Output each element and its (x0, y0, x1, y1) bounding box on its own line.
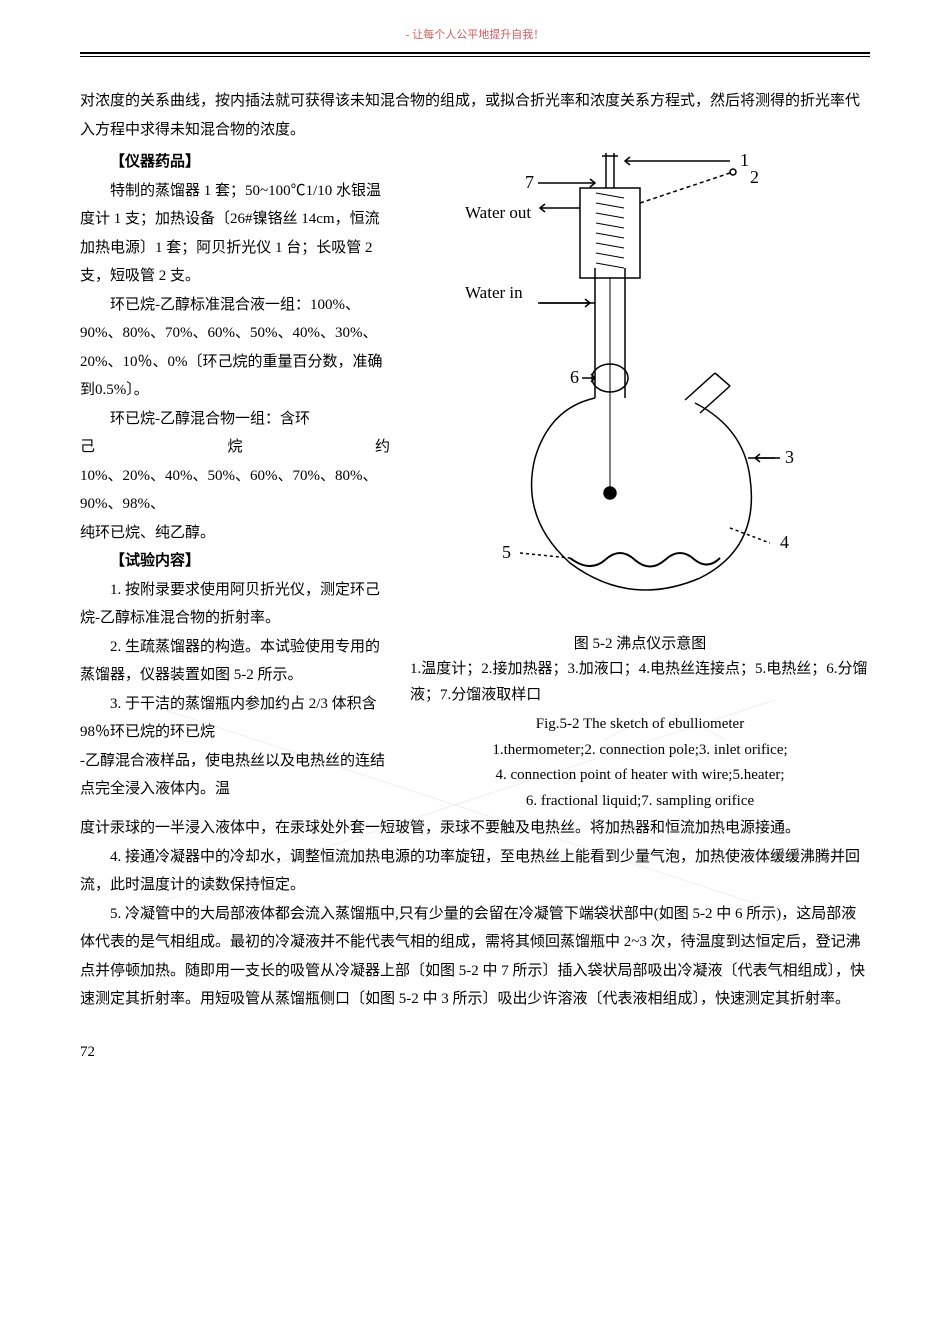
content-p1: 1. 按附录要求使用阿贝折光仪，测定环己烷-乙醇标准混合物的折射率。 (80, 576, 390, 633)
content-p4: 4. 接通冷凝器中的冷却水，调整恒流加热电源的功率旋钮，至电热丝上能看到少量气泡… (80, 843, 870, 900)
header-rule-2 (80, 56, 870, 57)
content-p5: 5. 冷凝管中的大局部液体都会流入蒸馏瓶中,只有少量的会留在冷凝管下端袋状部中(… (80, 900, 870, 1014)
ebulliometer-diagram: 1 2 7 Water out Water in (430, 148, 850, 618)
content-title: 【试验内容】 (80, 547, 390, 576)
page-number: 72 (80, 1044, 870, 1061)
figure-container: 1 2 7 Water out Water in (410, 148, 870, 814)
left-column: 【仪器药品】 特制的蒸馏器 1 套；50~100℃1/10 水银温度计 1 支；… (80, 148, 390, 814)
apparatus-p3-line: 己 烷 约 (80, 433, 390, 462)
header: - 让每个人公平地提升自我！ (80, 32, 870, 57)
header-tagline: - 让每个人公平地提升自我！ (80, 26, 870, 42)
apparatus-p1: 特制的蒸馏器 1 套；50~100℃1/10 水银温度计 1 支；加热设备〔26… (80, 177, 390, 291)
label-water-out: Water out (465, 203, 531, 222)
figure-desc-en-2: 4. connection point of heater with wire;… (410, 763, 870, 789)
figure-caption-cn: 图 5-2 沸点仪示意图 (410, 632, 870, 658)
label-2: 2 (750, 167, 759, 187)
intro-paragraph: 对浓度的关系曲线，按内插法就可获得该未知混合物的组成，或拟合折光率和浓度关系方程… (80, 87, 870, 144)
apparatus-p3b: 10%、20%、40%、50%、60%、70%、80%、 90%、98%、 (80, 462, 390, 519)
apparatus-p2: 环已烷-乙醇标准混合液一组：100%、90%、80%、70%、60%、50%、4… (80, 291, 390, 405)
figure-desc-en-3: 6. fractional liquid;7. sampling orifice (410, 789, 870, 815)
figure-desc-cn: 1.温度计；2.接加热器；3.加液口；4.电热丝连接点；5.电热丝；6.分馏液；… (410, 657, 870, 708)
figure-desc-en-1: 1.thermometer;2. connection pole;3. inle… (410, 738, 870, 764)
label-3: 3 (785, 447, 794, 467)
apparatus-p3: 环已烷-乙醇混合物一组：含环 (80, 405, 390, 434)
content-p3-full: 度计汞球的一半浸入液体中，在汞球处外套一短玻管，汞球不要触及电热丝。将加热器和恒… (80, 814, 870, 843)
page-container: - 让每个人公平地提升自我！ 对浓度的关系曲线，按内插法就可获得该未知混合物的组… (0, 0, 950, 1101)
header-rule-1 (80, 52, 870, 54)
label-4: 4 (780, 532, 789, 552)
label-1: 1 (740, 150, 749, 170)
two-column-region: 【仪器药品】 特制的蒸馏器 1 套；50~100℃1/10 水银温度计 1 支；… (80, 148, 870, 814)
label-water-in: Water in (465, 283, 523, 302)
content-p2: 2. 生疏蒸馏器的构造。本试验使用专用的蒸馏器，仪器装置如图 5-2 所示。 (80, 633, 390, 690)
body-text-region: 度计汞球的一半浸入液体中，在汞球处外套一短玻管，汞球不要触及电热丝。将加热器和恒… (80, 814, 870, 1014)
content-p3b: -乙醇混合液样品，使电热丝以及电热丝的连结点完全浸入液体内。温 (80, 747, 390, 804)
label-7: 7 (525, 172, 534, 192)
right-column: 1 2 7 Water out Water in (410, 148, 870, 814)
apparatus-title: 【仪器药品】 (80, 148, 390, 177)
label-6: 6 (570, 367, 579, 387)
label-5: 5 (502, 542, 511, 562)
apparatus-p3c: 纯环已烷、纯乙醇。 (80, 519, 390, 548)
content-p3: 3. 于干洁的蒸馏瓶内参加约占 2/3 体积含 98％环已烷的环已烷 (80, 690, 390, 747)
figure-caption-en: Fig.5-2 The sketch of ebulliometer (410, 712, 870, 738)
